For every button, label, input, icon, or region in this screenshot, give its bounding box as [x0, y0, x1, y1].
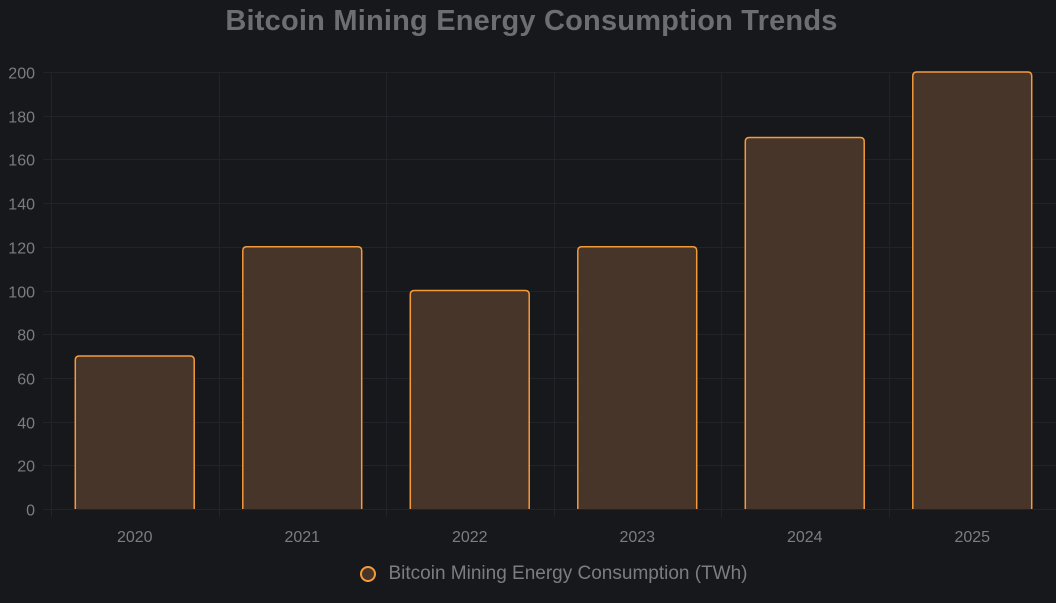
x-tick-label: 2020: [117, 529, 153, 546]
legend[interactable]: Bitcoin Mining Energy Consumption (TWh): [0, 563, 1056, 585]
y-tick-label: 160: [8, 153, 35, 170]
bar-outline: [744, 136, 865, 509]
bar-outline: [912, 71, 1033, 509]
x-tick-label: 2023: [619, 529, 655, 546]
legend-swatch: [360, 566, 377, 582]
bar: [75, 356, 195, 509]
y-tick-label: 80: [17, 328, 35, 345]
y-tick-label: 200: [8, 66, 35, 83]
x-tick-label: 2021: [284, 529, 320, 546]
bar-outline: [409, 289, 530, 509]
x-tick-label: 2024: [787, 529, 823, 546]
bar-outline: [577, 246, 698, 509]
bar: [242, 246, 362, 510]
bar: [912, 72, 1032, 509]
x-tick-label: 2025: [954, 529, 990, 546]
x-tick-label: 2022: [452, 529, 488, 546]
legend-label: Bitcoin Mining Energy Consumption (TWh): [388, 563, 748, 584]
bar: [577, 246, 697, 510]
y-tick-label: 180: [8, 110, 35, 127]
y-tick-label: 0: [26, 503, 35, 520]
y-tick-label: 120: [8, 241, 35, 258]
bar: [410, 290, 530, 509]
bar-outline: [242, 246, 363, 509]
y-tick-label: 100: [8, 285, 35, 302]
y-tick-label: 20: [17, 459, 35, 476]
chart-title: Bitcoin Mining Energy Consumption Trends: [225, 5, 838, 37]
bar-outline: [74, 355, 195, 509]
y-tick-label: 140: [8, 197, 35, 214]
bar: [745, 137, 865, 510]
y-tick-label: 40: [17, 416, 35, 433]
y-tick-label: 60: [17, 372, 35, 389]
